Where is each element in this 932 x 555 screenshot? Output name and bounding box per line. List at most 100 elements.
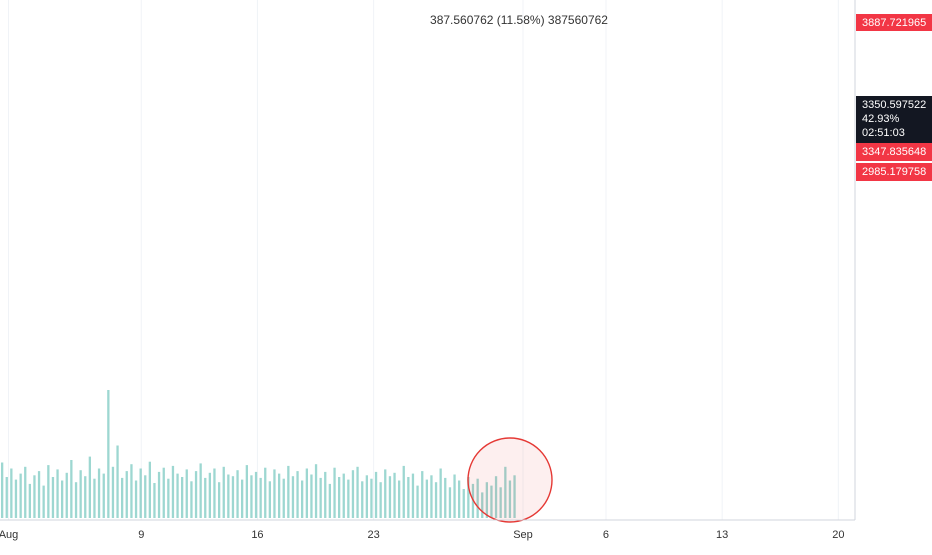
measure-label: 387.560762 (11.58%) 387560762 <box>430 13 608 27</box>
x-tick-label: Aug <box>0 529 18 541</box>
volume-bar <box>65 472 68 518</box>
volume-bar <box>10 468 13 518</box>
volume-bar <box>393 472 396 518</box>
volume-bar <box>125 471 128 518</box>
measure-tool: 387.560762 (11.58%) 387560762 <box>430 13 608 27</box>
volume-bar <box>218 482 221 518</box>
volume-bar <box>259 477 262 518</box>
volume-bar <box>208 472 211 518</box>
x-tick-label: 23 <box>368 529 380 541</box>
volume-bar <box>24 466 27 518</box>
volume-bar <box>268 481 271 518</box>
volume-bar <box>121 477 124 518</box>
volume-bar <box>324 471 327 518</box>
volume-bar <box>398 480 401 518</box>
volume-bar <box>139 468 142 518</box>
volume-bar <box>434 482 438 518</box>
volume-bar <box>42 485 45 518</box>
volume-bar <box>291 476 295 518</box>
volume-bar <box>508 480 512 518</box>
volume-bar <box>107 390 110 518</box>
volume-bar <box>148 461 151 518</box>
volume-bar <box>47 465 50 518</box>
volume-bar <box>462 489 465 518</box>
volume-bar <box>356 466 359 518</box>
volume-bar <box>278 473 281 518</box>
volume-bar <box>19 473 22 518</box>
volume-bar <box>379 482 382 518</box>
volume-bar <box>430 475 433 518</box>
axes: 4000.0000003600.0000002800.0000002600.00… <box>0 0 856 541</box>
current-price-tag-bg <box>856 96 932 144</box>
volume-bar <box>301 480 304 518</box>
volume-bar <box>97 468 101 518</box>
volume-bar <box>130 464 133 518</box>
volume-bar <box>167 478 170 518</box>
volume-bar <box>1 462 4 518</box>
volume-bar <box>388 476 392 518</box>
volume-bar <box>513 475 516 518</box>
volume-bar <box>56 469 59 518</box>
volume-bar <box>176 473 179 518</box>
volume-bar <box>402 465 405 518</box>
volume-bar <box>365 475 368 518</box>
volume-bar <box>342 473 345 518</box>
volume-bar <box>282 478 285 518</box>
volume-bar <box>254 471 258 518</box>
volume-bar <box>453 474 456 518</box>
volume-bar <box>425 479 428 518</box>
volume-bar <box>61 480 64 518</box>
volume-bar <box>351 470 355 518</box>
x-tick-label: 9 <box>138 529 144 541</box>
volume-bar <box>504 466 507 518</box>
volume-bar <box>37 471 41 518</box>
volume-bar <box>287 465 290 518</box>
volume-bar <box>227 474 230 518</box>
volume-bar <box>319 477 322 518</box>
volume-bar <box>314 464 318 518</box>
volume-bar <box>421 471 424 518</box>
volume-bar <box>467 477 470 518</box>
volume-bar <box>111 466 115 518</box>
grid-lines <box>8 0 839 520</box>
x-tick-label: 6 <box>603 529 609 541</box>
volume-bar <box>153 483 156 518</box>
volume-bar <box>347 479 350 518</box>
upper-level-tag-bg <box>856 14 932 31</box>
volume-bar <box>116 445 119 518</box>
volume-bar <box>93 478 96 518</box>
highlight-circle <box>467 437 553 523</box>
upper-level-tag-text: 3887.721965 <box>862 17 926 29</box>
volume-bar <box>333 467 336 518</box>
volume-bar <box>458 480 461 518</box>
volume-bar <box>14 479 18 518</box>
volume-bar <box>79 470 82 518</box>
volume-bar <box>134 480 138 518</box>
volume-bar <box>411 473 415 518</box>
volume-bar <box>444 477 447 518</box>
mid-level-tag-text: 3347.835648 <box>862 146 926 158</box>
current-price-tag-text: 3350.597522 <box>862 99 926 111</box>
volume-bar <box>328 483 331 518</box>
x-tick-label: 20 <box>832 529 844 541</box>
volume-bar <box>241 479 244 518</box>
volume-bar <box>231 476 235 518</box>
x-tick-label: 16 <box>251 529 263 541</box>
volume-bar <box>476 478 479 518</box>
volume-bar <box>481 492 484 518</box>
volume-bar <box>28 483 31 518</box>
volume-bar <box>250 475 253 518</box>
volume-highlight <box>467 437 553 523</box>
price-labels: 3887.721965 3350.597522 42.93% 02:51:03 3347… <box>856 14 932 181</box>
volume-bar <box>485 482 488 518</box>
current-price-tag-text: 42.93% <box>862 113 900 125</box>
volume-bar <box>185 469 188 518</box>
volume-bar <box>407 477 410 518</box>
volume-bar <box>33 475 36 518</box>
volume-bar <box>374 471 378 518</box>
x-tick-label: 13 <box>716 529 728 541</box>
volume-bar <box>273 469 276 518</box>
volume-bar <box>264 467 267 518</box>
